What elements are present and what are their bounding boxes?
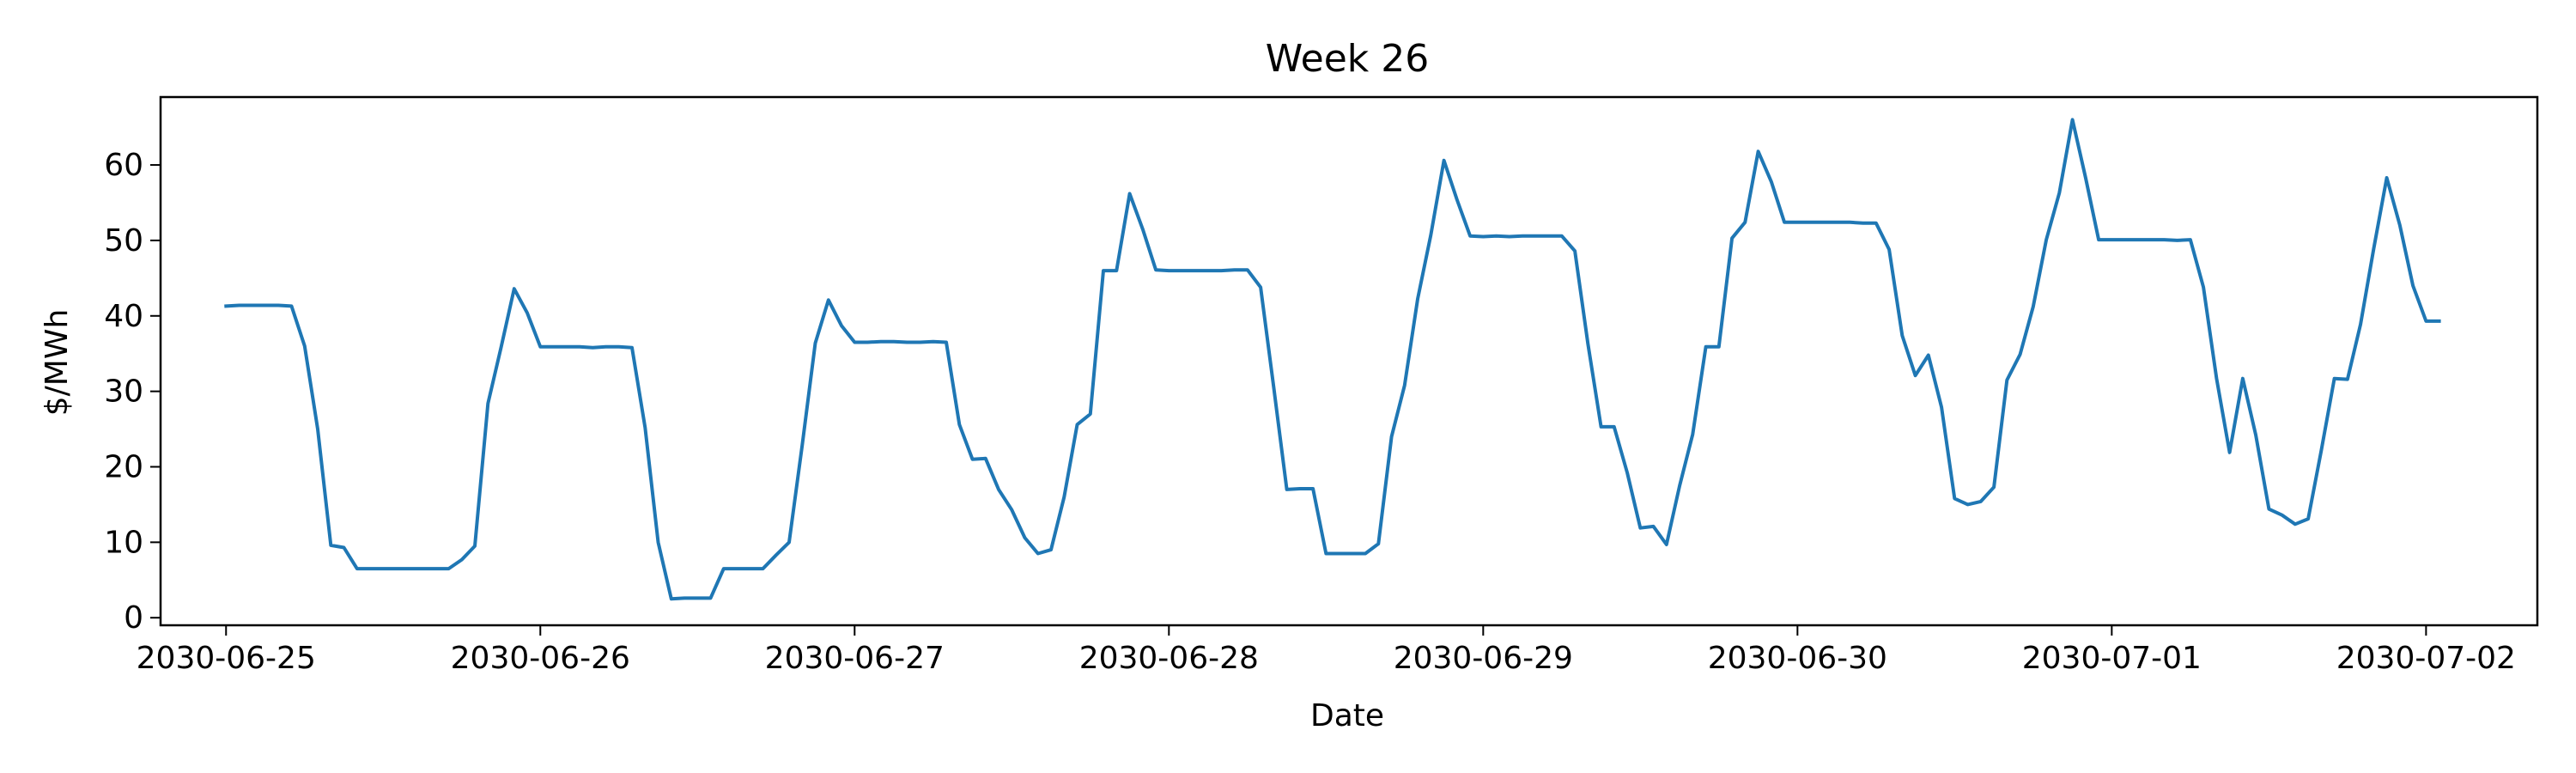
chart-title: Week 26 bbox=[1266, 37, 1430, 81]
y-tick-label: 40 bbox=[104, 299, 143, 334]
x-tick-label: 2030-06-26 bbox=[451, 641, 630, 676]
y-tick-label: 30 bbox=[104, 374, 143, 410]
plot-frame bbox=[159, 95, 2539, 627]
x-tick-label: 2030-06-29 bbox=[1394, 641, 1573, 676]
x-tick-label: 2030-07-01 bbox=[2022, 641, 2202, 676]
y-tick-label: 0 bbox=[124, 600, 143, 636]
x-tick-label: 2030-06-25 bbox=[137, 641, 316, 676]
price-series-line bbox=[224, 118, 2441, 601]
y-tick-label: 20 bbox=[104, 450, 143, 485]
plot-lines bbox=[224, 118, 2441, 601]
x-axis: 2030-06-25 2030-06-26 2030-06-27 2030-06-28… bbox=[137, 625, 2516, 676]
y-axis: 0 10 20 30 40 50 60 bbox=[104, 148, 161, 636]
y-tick-label: 60 bbox=[104, 148, 143, 183]
y-tick-label: 10 bbox=[104, 525, 143, 560]
x-axis-label: Date bbox=[1310, 698, 1384, 733]
x-tick-label: 2030-06-30 bbox=[1708, 641, 1887, 676]
y-tick-label: 50 bbox=[104, 223, 143, 259]
x-tick-label: 2030-07-02 bbox=[2336, 641, 2516, 676]
x-tick-label: 2030-06-27 bbox=[765, 641, 945, 676]
x-tick-label: 2030-06-28 bbox=[1079, 641, 1259, 676]
y-axis-label: $/MWh bbox=[39, 309, 75, 417]
